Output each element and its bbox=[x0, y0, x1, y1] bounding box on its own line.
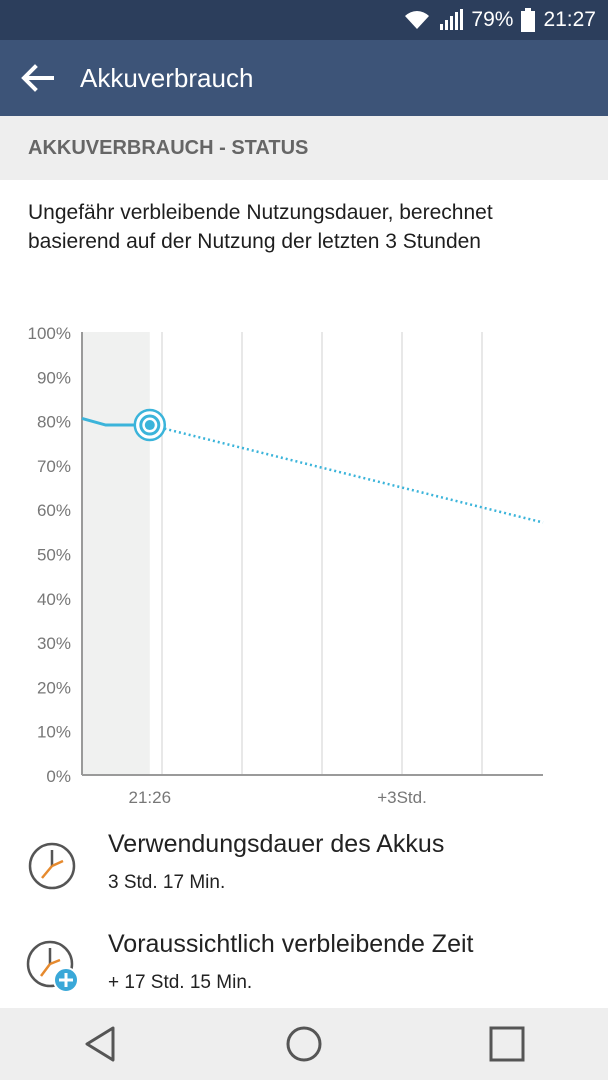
clock-plus-icon bbox=[26, 940, 79, 993]
square-recents-icon bbox=[489, 1026, 525, 1062]
x-tick-label: 21:26 bbox=[129, 788, 172, 807]
y-tick-label: 50% bbox=[37, 546, 71, 565]
wifi-icon bbox=[403, 9, 431, 31]
current-marker-dot bbox=[144, 420, 155, 431]
y-tick-label: 20% bbox=[37, 678, 71, 697]
clock-icon bbox=[28, 842, 76, 890]
y-tick-label: 80% bbox=[37, 413, 71, 432]
nav-back-button[interactable] bbox=[51, 1008, 151, 1080]
y-tick-label: 90% bbox=[37, 368, 71, 387]
status-bar: 79% 21:27 bbox=[0, 0, 608, 40]
description-text: Ungefähr verbleibende Nutzungsdauer, ber… bbox=[28, 201, 493, 253]
y-tick-label: 40% bbox=[37, 590, 71, 609]
navigation-bar bbox=[0, 1008, 608, 1080]
back-button[interactable] bbox=[0, 40, 74, 116]
remaining-time-row: Voraussichtlich verbleibende Zeit + 17 S… bbox=[0, 930, 608, 1020]
y-tick-label: 70% bbox=[37, 457, 71, 476]
nav-recents-button[interactable] bbox=[457, 1008, 557, 1080]
y-tick-label: 10% bbox=[37, 723, 71, 742]
usage-value: 3 Std. 17 Min. bbox=[108, 872, 226, 893]
usage-duration-row: Verwendungsdauer des Akkus 3 Std. 17 Min… bbox=[0, 830, 608, 920]
x-tick-label: +3Std. bbox=[377, 788, 427, 807]
y-tick-label: 30% bbox=[37, 634, 71, 653]
triangle-back-icon bbox=[85, 1026, 115, 1062]
page-title: Akkuverbrauch bbox=[80, 62, 254, 93]
y-tick-label: 100% bbox=[28, 324, 71, 343]
y-tick-label: 0% bbox=[46, 767, 71, 786]
section-header: AKKUVERBRAUCH - STATUS bbox=[0, 116, 608, 180]
nav-home-button[interactable] bbox=[254, 1008, 354, 1080]
signal-icon bbox=[439, 9, 464, 31]
past-region bbox=[82, 332, 150, 775]
forecast-line bbox=[149, 423, 544, 524]
usage-label: Verwendungsdauer des Akkus bbox=[108, 830, 445, 858]
battery-icon bbox=[521, 8, 536, 32]
battery-usage-chart: 100% 90% 80% 70% 60% 50% 40% 30% 20% 10% 0% 21:26 +3… bbox=[28, 324, 544, 807]
app-bar: Akkuverbrauch bbox=[0, 40, 608, 116]
remaining-label: Voraussichtlich verbleibende Zeit bbox=[108, 930, 474, 958]
circle-home-icon bbox=[286, 1026, 322, 1062]
battery-percent: 79% bbox=[471, 8, 514, 31]
y-tick-label: 60% bbox=[37, 501, 71, 520]
clock: 21:27 bbox=[543, 8, 596, 31]
remaining-value: + 17 Std. 15 Min. bbox=[108, 972, 253, 993]
arrow-left-icon bbox=[21, 64, 54, 92]
